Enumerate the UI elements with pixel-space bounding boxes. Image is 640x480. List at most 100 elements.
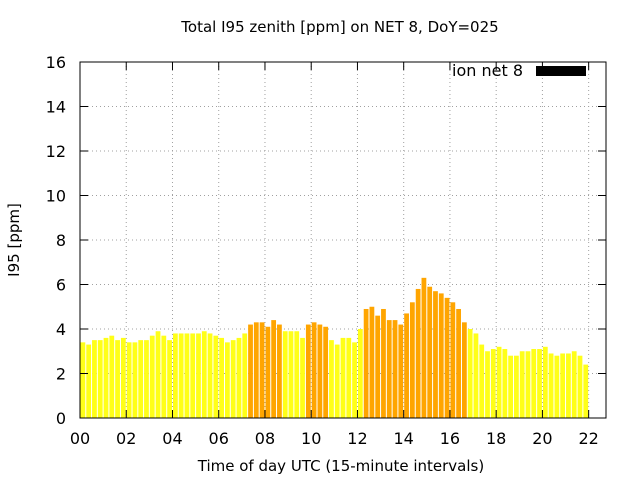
bar bbox=[357, 329, 363, 418]
bar bbox=[80, 342, 86, 418]
bar bbox=[149, 335, 155, 418]
bar bbox=[161, 335, 167, 418]
bar bbox=[467, 329, 473, 418]
bar bbox=[288, 331, 294, 418]
bar bbox=[86, 344, 92, 418]
x-tick-label: 06 bbox=[209, 429, 229, 448]
bar bbox=[519, 351, 525, 418]
bar bbox=[392, 320, 398, 418]
x-axis: 00 02 04 06 08 10 12 14 16 18 20 22 bbox=[70, 62, 599, 448]
bar bbox=[537, 349, 542, 418]
bar bbox=[190, 333, 196, 418]
bar bbox=[369, 306, 375, 418]
bar bbox=[409, 302, 415, 418]
bar bbox=[311, 322, 317, 418]
bar bbox=[97, 340, 103, 419]
bar bbox=[265, 326, 271, 418]
bar bbox=[144, 340, 149, 419]
bar bbox=[421, 277, 427, 418]
bar bbox=[542, 346, 548, 418]
bar bbox=[109, 335, 115, 418]
bar bbox=[427, 286, 433, 418]
bar bbox=[473, 333, 479, 418]
y-tick-label: 0 bbox=[56, 409, 66, 428]
x-tick-label: 14 bbox=[394, 429, 414, 448]
y-tick-label: 12 bbox=[46, 142, 66, 161]
bar bbox=[461, 322, 467, 418]
bar bbox=[294, 331, 300, 418]
bar bbox=[577, 355, 583, 418]
y-tick-label: 2 bbox=[56, 365, 66, 384]
bar bbox=[236, 337, 242, 418]
bar bbox=[571, 351, 577, 418]
bar bbox=[352, 342, 357, 418]
bar bbox=[450, 302, 456, 418]
bar bbox=[404, 313, 409, 418]
bar bbox=[92, 340, 97, 419]
bar bbox=[259, 322, 265, 418]
bar bbox=[329, 340, 334, 419]
bar bbox=[115, 340, 120, 419]
bar bbox=[386, 320, 392, 418]
bar bbox=[103, 337, 109, 418]
bars bbox=[80, 277, 589, 419]
bar bbox=[225, 342, 230, 418]
bar bbox=[207, 333, 213, 418]
legend-swatch bbox=[536, 66, 586, 76]
bar bbox=[172, 333, 178, 418]
bar bbox=[305, 324, 311, 418]
y-tick-label: 4 bbox=[56, 320, 66, 339]
y-tick-label: 10 bbox=[46, 187, 66, 206]
bar bbox=[525, 351, 531, 418]
bar bbox=[167, 340, 172, 419]
legend-label: ion net 8 bbox=[452, 61, 523, 80]
bar bbox=[415, 288, 421, 418]
bar bbox=[334, 344, 340, 418]
bar bbox=[184, 333, 190, 418]
bar bbox=[230, 340, 236, 419]
y-axis: 0 2 4 6 8 10 12 14 16 bbox=[46, 53, 606, 428]
x-tick-label: 02 bbox=[116, 429, 136, 448]
y-tick-label: 16 bbox=[46, 53, 66, 72]
bar bbox=[323, 326, 329, 418]
y-tick-label: 14 bbox=[46, 98, 66, 117]
bar bbox=[196, 333, 201, 418]
bar bbox=[381, 308, 386, 418]
x-tick-label: 10 bbox=[301, 429, 321, 448]
chart-title: Total I95 zenith [ppm] on NET 8, DoY=025 bbox=[180, 18, 498, 36]
x-tick-label: 12 bbox=[347, 429, 367, 448]
bar bbox=[271, 320, 277, 418]
x-axis-label: Time of day UTC (15-minute intervals) bbox=[197, 457, 484, 475]
bar bbox=[496, 346, 502, 418]
bar bbox=[340, 337, 346, 418]
bar bbox=[213, 335, 219, 418]
bar bbox=[126, 342, 132, 418]
y-tick-label: 8 bbox=[56, 231, 66, 250]
bar bbox=[548, 353, 554, 418]
bar bbox=[485, 351, 490, 418]
bar bbox=[438, 293, 444, 418]
x-tick-label: 22 bbox=[578, 429, 598, 448]
bar bbox=[363, 308, 369, 418]
bar bbox=[242, 333, 248, 418]
x-tick-label: 18 bbox=[486, 429, 506, 448]
bar bbox=[583, 364, 589, 418]
bar bbox=[490, 349, 496, 418]
x-tick-label: 00 bbox=[70, 429, 90, 448]
y-tick-label: 6 bbox=[56, 276, 66, 295]
gridlines bbox=[80, 62, 606, 418]
y-axis-label: I95 [ppm] bbox=[5, 203, 23, 277]
bar bbox=[346, 337, 352, 418]
bar bbox=[132, 342, 138, 418]
bar bbox=[514, 355, 519, 418]
x-tick-label: 20 bbox=[532, 429, 552, 448]
bar bbox=[248, 324, 253, 418]
bar bbox=[300, 337, 305, 418]
bar bbox=[178, 333, 184, 418]
bar bbox=[560, 353, 566, 418]
x-tick-label: 04 bbox=[162, 429, 182, 448]
x-tick-label: 16 bbox=[440, 429, 460, 448]
bar bbox=[398, 324, 404, 418]
bar bbox=[479, 344, 485, 418]
